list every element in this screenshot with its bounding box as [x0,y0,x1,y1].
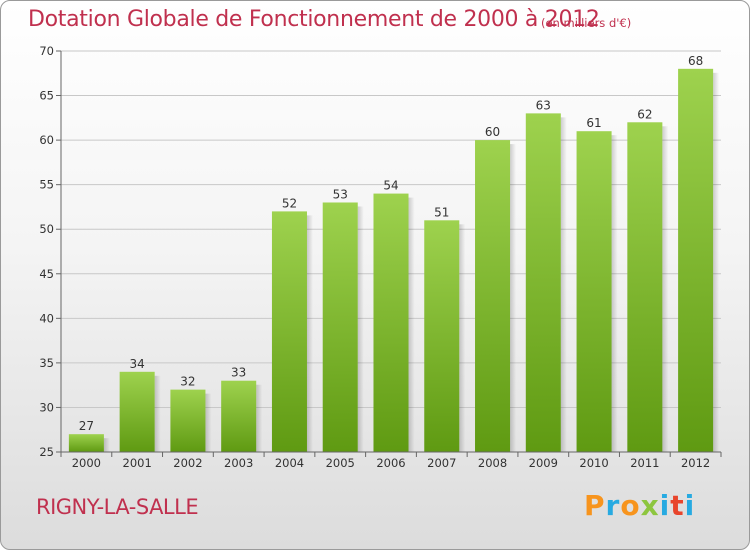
y-tick-label-55: 55 [39,178,54,192]
value-label-2008: 60 [485,125,500,139]
y-tick-label-60: 60 [39,133,54,147]
bar-shadow-2002 [205,393,212,452]
value-label-2010: 61 [586,116,601,130]
y-tick-label-70: 70 [39,44,54,58]
bar-shadow-2004 [306,215,313,452]
value-label-2007: 51 [434,205,449,219]
bar-2003 [221,380,257,452]
bar-shadow-2009 [560,117,567,452]
bar-shadow-2010 [611,135,618,452]
proxiti-logo[interactable]: Proxiti [584,489,695,522]
y-tick-label-25: 25 [39,445,54,459]
x-tick-label-2009: 2009 [529,456,558,470]
logo-letter: r [605,489,621,522]
x-tick-label-2010: 2010 [579,456,608,470]
bar-2005 [322,202,358,452]
y-tick-label-50: 50 [39,222,54,236]
value-label-2005: 53 [333,187,348,201]
bar-2004 [271,211,307,452]
x-tick-label-2000: 2000 [72,456,101,470]
bar-2011 [627,122,663,453]
chart-subtitle: (en milliers d'€) [541,16,632,30]
chart-title: Dotation Globale de Fonctionnement de 20… [28,7,600,32]
x-tick-label-2005: 2005 [326,456,355,470]
y-tick-label-30: 30 [39,400,54,414]
bar-2002 [170,389,206,452]
bar-shadow-2003 [256,384,263,452]
bar-2001 [119,371,155,452]
bar-shadow-2011 [662,126,669,453]
value-label-2001: 34 [130,357,145,371]
x-tick-label-2004: 2004 [275,456,304,470]
y-tick-label-65: 65 [39,89,54,103]
bar-2010 [576,131,612,452]
bar-2012 [678,68,714,453]
bar-shadow-2001 [154,375,161,452]
value-label-2006: 54 [383,179,398,193]
logo-letter: i [684,489,696,522]
bar-shadow-2005 [357,206,364,452]
y-tick-label-35: 35 [39,356,54,370]
x-tick-label-2006: 2006 [376,456,405,470]
value-label-2002: 32 [180,375,195,389]
bar-2006 [373,193,409,453]
bar-2000 [68,434,104,452]
axis-layer: 25 30 35 40 45 50 55 60 65 70 27 2000 34 2001 32 2002 33… [39,44,722,470]
bar-2008 [475,140,511,452]
x-tick-label-2003: 2003 [224,456,253,470]
value-label-2000: 27 [79,419,94,433]
bar-shadow-2012 [713,72,720,453]
x-tick-label-2012: 2012 [681,456,710,470]
value-label-2009: 63 [536,98,551,112]
place-name: RIGNY-LA-SALLE [36,495,199,519]
logo-letter: P [584,489,606,522]
x-tick-label-2002: 2002 [173,456,202,470]
value-label-2004: 52 [282,196,297,210]
bar-layer [68,68,720,453]
logo-letter: x [640,489,660,522]
value-label-2012: 68 [688,54,703,68]
logo-letter: t [670,489,685,522]
x-tick-label-2007: 2007 [427,456,456,470]
bar-shadow-2006 [408,197,415,452]
x-tick-label-2011: 2011 [630,456,659,470]
bar-shadow-2008 [510,144,517,452]
x-tick-label-2001: 2001 [123,456,152,470]
logo-letter: o [620,489,641,522]
bar-shadow-2000 [103,438,110,452]
value-label-2003: 33 [231,366,246,380]
logo-letter: i [659,489,671,522]
y-tick-label-45: 45 [39,267,54,281]
bar-2009 [525,113,561,452]
bar-shadow-2007 [459,224,466,452]
bar-2007 [424,220,460,452]
x-tick-label-2008: 2008 [478,456,507,470]
y-tick-label-40: 40 [39,311,54,325]
value-label-2011: 62 [637,107,652,121]
